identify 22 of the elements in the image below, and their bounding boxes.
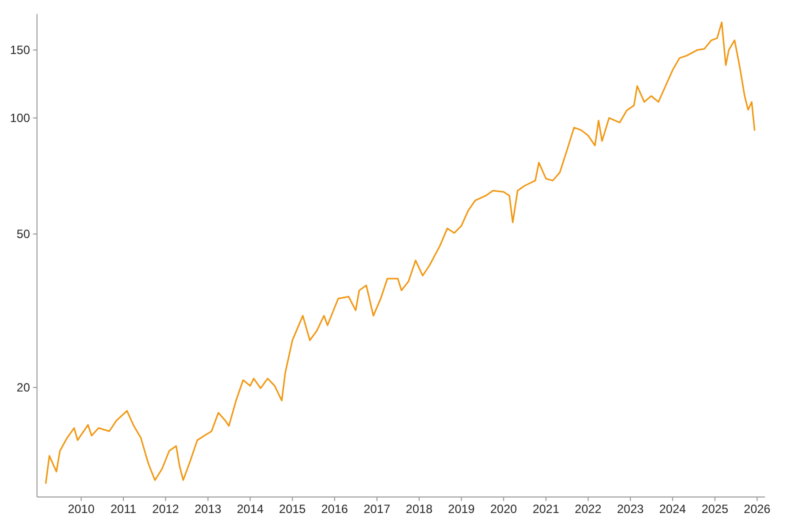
x-tick-label: 2021 [532, 502, 560, 516]
x-tick-label: 2019 [448, 502, 476, 516]
y-tick-label: 150 [10, 43, 30, 58]
x-tick-label: 2015 [279, 502, 306, 516]
x-tick-label: 2011 [110, 502, 137, 516]
y-tick-label: 100 [10, 111, 30, 126]
x-tick-label: 2012 [152, 502, 180, 516]
x-tick-label: 2024 [659, 502, 686, 516]
x-tick-label: 2023 [617, 502, 644, 516]
x-tick-label: 2026 [744, 502, 771, 516]
x-tick-label: 2014 [236, 502, 264, 516]
y-tick-label: 50 [16, 227, 30, 242]
x-tick-label: 2025 [702, 502, 729, 516]
x-tick-label: 2022 [574, 502, 602, 516]
line-series [45, 22, 756, 484]
x-tick-label: 2020 [490, 502, 518, 516]
x-tick-label: 2010 [68, 502, 95, 516]
x-tick-label: 2016 [321, 502, 348, 516]
x-tick-label: 2017 [364, 502, 391, 516]
y-tick-label: 20 [16, 380, 30, 395]
x-tick-label: 2018 [406, 502, 433, 516]
x-tick-label: 2013 [194, 502, 222, 516]
